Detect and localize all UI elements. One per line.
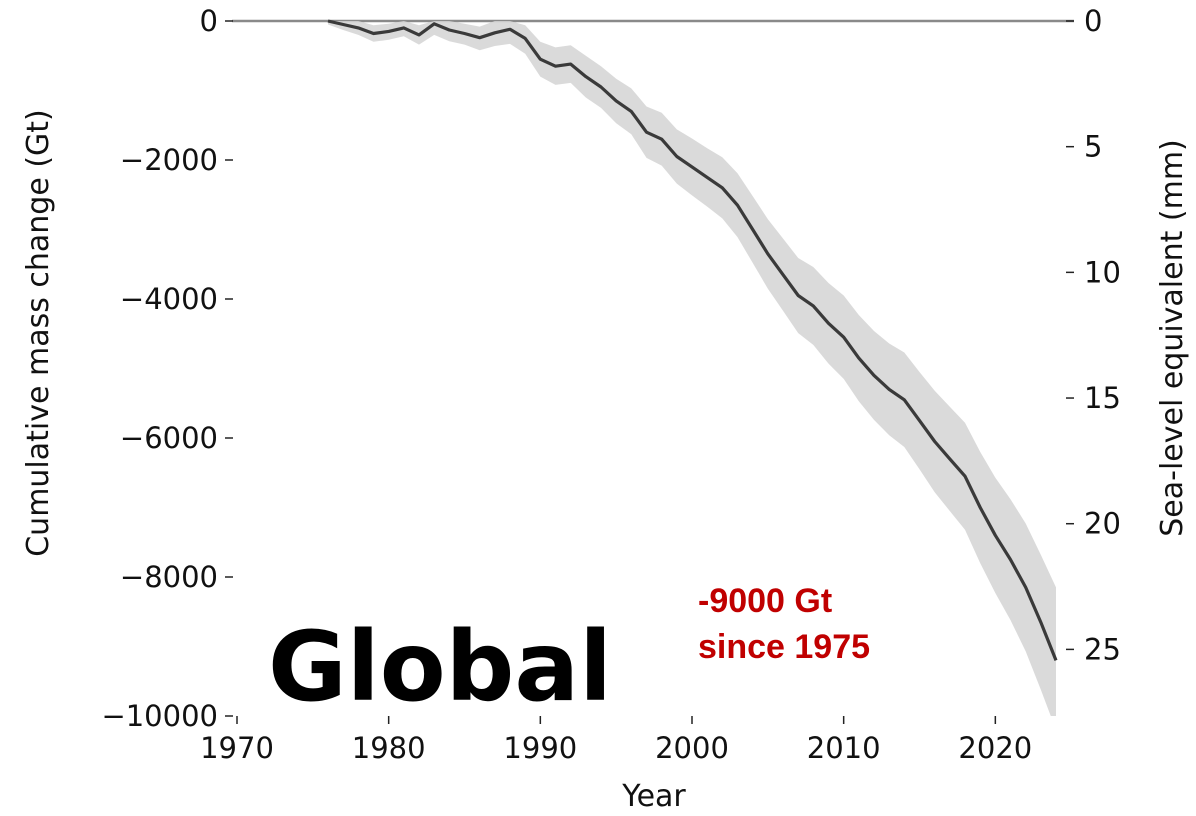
x-axis: 1970 1980 1990 2000 2010 2020: [200, 716, 1032, 765]
right-y-tick-label: 20: [1084, 507, 1121, 541]
x-tick-label: 1980: [352, 731, 426, 765]
left-y-tick-label: −4000: [120, 282, 218, 316]
x-tick-label: 1970: [200, 731, 274, 765]
left-y-tick-label: 0: [200, 4, 218, 38]
y-axis-label: Cumulative mass change (Gt): [21, 109, 56, 557]
left-y-tick-label: −6000: [120, 421, 218, 455]
x-tick-label: 2000: [655, 731, 729, 765]
right-y-tick-label: 25: [1084, 632, 1121, 666]
x-tick-label: 1990: [503, 731, 577, 765]
uncertainty-band: [328, 21, 1056, 716]
left-y-tick-label: −2000: [120, 143, 218, 177]
left-y-tick-label: −8000: [120, 560, 218, 594]
y-axis-right-label: Sea-level equivalent (mm): [1155, 139, 1190, 537]
right-y-tick-label: 0: [1084, 4, 1102, 38]
right-y-tick-label: 10: [1084, 255, 1121, 289]
right-y-tick-label: 15: [1084, 381, 1121, 415]
left-y-tick-label: −10000: [101, 699, 218, 733]
annotation-line-2: since 1975: [698, 628, 870, 666]
region-label: Global: [268, 611, 612, 723]
mass-change-line: [327, 19, 1058, 661]
x-tick-label: 2020: [958, 731, 1032, 765]
right-y-axis: 0 5 10 15 20 25: [1066, 4, 1121, 666]
annotation-line-1: -9000 Gt: [698, 582, 832, 620]
x-tick-label: 2010: [807, 731, 881, 765]
right-y-tick-label: 5: [1084, 130, 1102, 164]
left-y-axis: 0 −2000 −4000 −6000 −8000 −10000: [101, 4, 233, 733]
x-axis-label: Year: [621, 779, 686, 814]
